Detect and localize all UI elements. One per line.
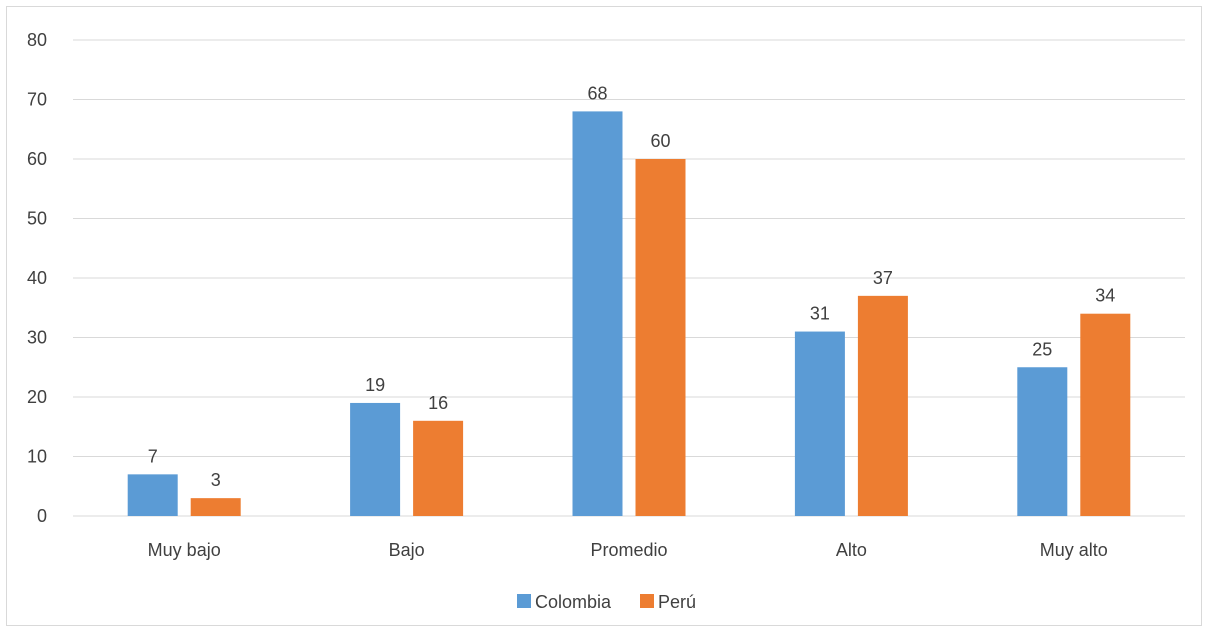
x-axis-labels: Muy bajo Bajo Promedio Alto Muy alto — [148, 540, 1108, 560]
x-category-label: Muy bajo — [148, 540, 221, 560]
legend[interactable]: Colombia Perú — [517, 592, 696, 612]
legend-swatch-colombia — [517, 594, 531, 608]
y-tick-label: 70 — [27, 90, 47, 110]
y-axis-ticks: 0 10 20 30 40 50 60 70 80 — [27, 30, 47, 526]
bar-colombia-1[interactable] — [127, 474, 178, 516]
legend-label: Perú — [658, 592, 696, 612]
y-tick-label: 50 — [27, 209, 47, 229]
bars — [127, 111, 1131, 517]
data-label: 19 — [365, 375, 385, 395]
gridlines — [73, 39, 1185, 517]
bar-perú-1[interactable] — [190, 498, 241, 516]
bar-perú-3[interactable] — [635, 159, 686, 516]
y-tick-label: 10 — [27, 447, 47, 467]
data-label: 16 — [428, 393, 448, 413]
x-category-label: Alto — [836, 540, 867, 560]
bar-perú-2[interactable] — [413, 420, 464, 516]
data-label: 3 — [211, 470, 221, 490]
bar-colombia-2[interactable] — [350, 402, 401, 516]
data-label: 60 — [650, 131, 670, 151]
y-tick-label: 30 — [27, 328, 47, 348]
data-label: 25 — [1032, 339, 1052, 359]
y-tick-label: 0 — [37, 506, 47, 526]
x-category-label: Promedio — [590, 540, 667, 560]
bar-perú-5[interactable] — [1080, 313, 1131, 516]
x-category-label: Muy alto — [1040, 540, 1108, 560]
bar-colombia-5[interactable] — [1017, 367, 1068, 516]
y-tick-label: 80 — [27, 30, 47, 50]
y-tick-label: 40 — [27, 268, 47, 288]
data-label: 31 — [810, 304, 830, 324]
x-category-label: Bajo — [389, 540, 425, 560]
legend-label: Colombia — [535, 592, 612, 612]
y-tick-label: 20 — [27, 387, 47, 407]
bar-perú-4[interactable] — [857, 295, 908, 516]
legend-swatch-perú — [640, 594, 654, 608]
data-labels: 7 3 19 16 68 60 31 37 25 34 — [148, 83, 1116, 490]
data-label: 34 — [1095, 286, 1115, 306]
bar-colombia-4[interactable] — [794, 331, 845, 516]
bar-colombia-3[interactable] — [572, 111, 623, 517]
data-label: 7 — [148, 446, 158, 466]
y-tick-label: 60 — [27, 149, 47, 169]
data-label: 37 — [873, 268, 893, 288]
data-label: 68 — [587, 83, 607, 103]
